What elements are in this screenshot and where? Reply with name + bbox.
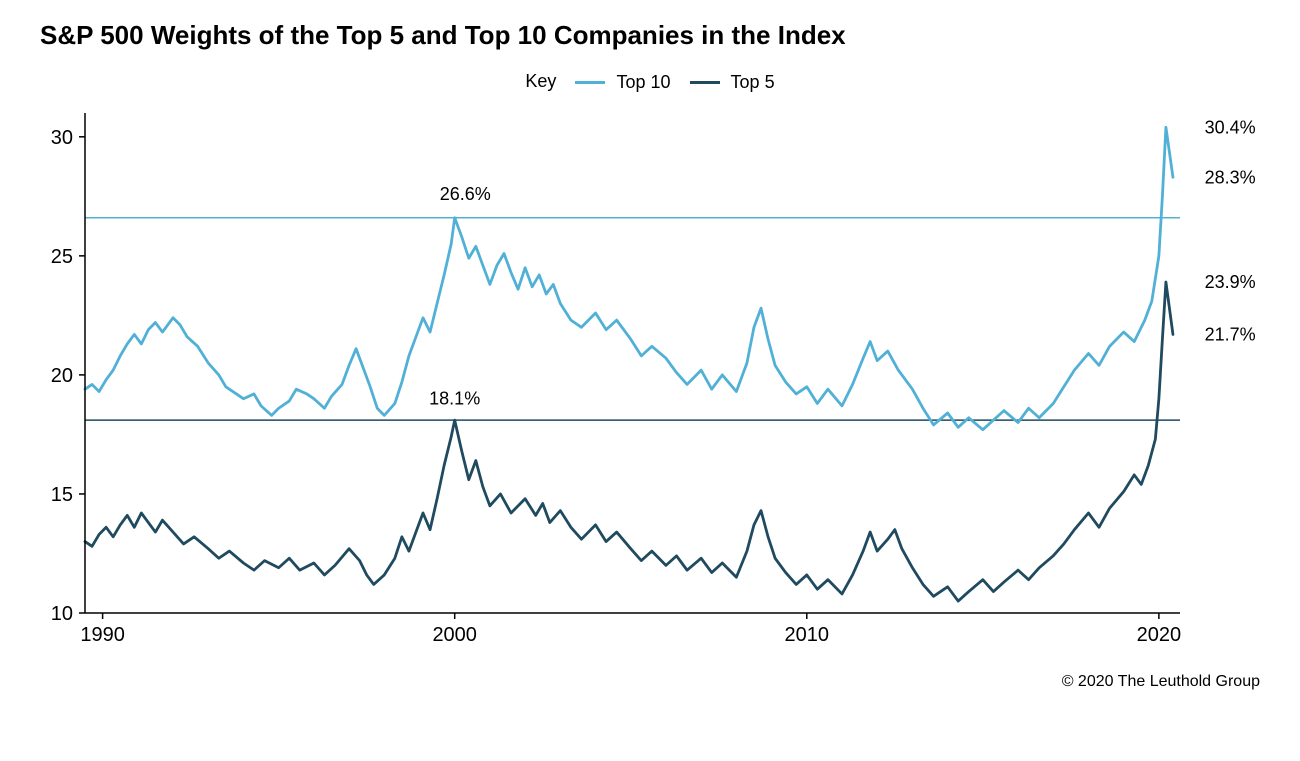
svg-text:21.7%: 21.7% [1205, 324, 1256, 344]
svg-text:10: 10 [51, 603, 73, 625]
line-chart: 10 15 20 25 30 1990 2000 2010 2020 26.6% 18.1% 30.4… [30, 103, 1270, 663]
svg-text:1990: 1990 [80, 624, 125, 646]
svg-text:2000: 2000 [432, 624, 477, 646]
svg-text:30: 30 [51, 127, 73, 149]
svg-text:20: 20 [51, 365, 73, 387]
svg-text:15: 15 [51, 484, 73, 506]
chart-title: S&P 500 Weights of the Top 5 and Top 10 … [40, 20, 1270, 51]
svg-text:30.4%: 30.4% [1205, 117, 1256, 137]
svg-text:26.6%: 26.6% [440, 184, 491, 204]
legend-label-1: Top 5 [731, 72, 775, 92]
legend-prefix: Key [525, 71, 556, 91]
svg-text:25: 25 [51, 246, 73, 268]
legend-swatch-1 [690, 81, 720, 84]
svg-text:28.3%: 28.3% [1205, 167, 1256, 187]
svg-text:2010: 2010 [785, 624, 830, 646]
svg-text:23.9%: 23.9% [1205, 272, 1256, 292]
legend: Key Top 10 Top 5 [30, 71, 1270, 93]
copyright-text: © 2020 The Leuthold Group [30, 673, 1270, 691]
legend-label-0: Top 10 [616, 72, 670, 92]
svg-text:2020: 2020 [1137, 624, 1182, 646]
legend-swatch-0 [575, 81, 605, 84]
svg-text:18.1%: 18.1% [429, 388, 480, 408]
